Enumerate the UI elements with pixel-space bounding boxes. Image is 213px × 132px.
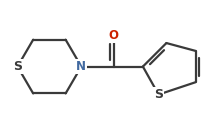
Text: O: O [109,29,119,42]
Text: N: N [76,60,86,73]
Text: S: S [13,60,22,73]
Text: S: S [154,88,163,101]
